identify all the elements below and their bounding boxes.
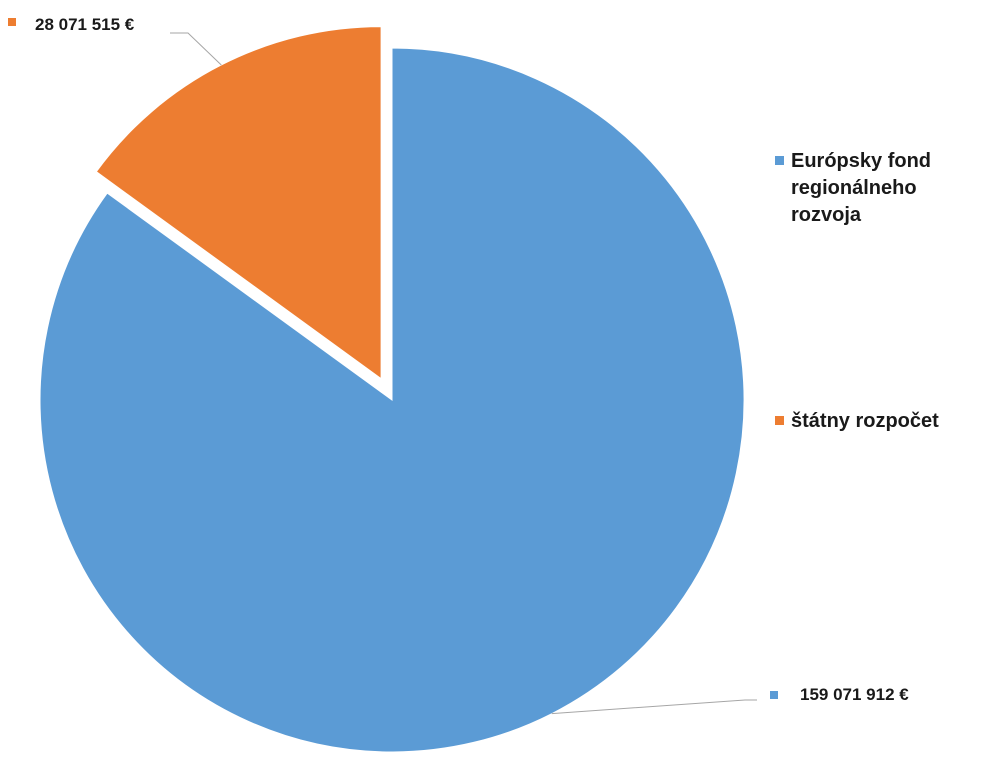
- leader-line-state-budget: [170, 32, 222, 66]
- legend-label-state-budget: štátny rozpočet: [791, 410, 939, 432]
- data-label-erdf: 159 071 912 €: [800, 685, 909, 704]
- legend-item-state-budget[interactable]: štátny rozpočet: [775, 408, 939, 435]
- data-label-marker-erdf: [770, 691, 778, 699]
- legend-swatch-erdf: [775, 156, 784, 165]
- legend-item-erdf[interactable]: Európsky fond regionálneho rozvoja: [775, 148, 975, 229]
- leader-lines: [170, 32, 757, 715]
- leader-line-erdf: [551, 699, 757, 715]
- data-labels: 159 071 912 € 28 071 515 €: [8, 15, 909, 704]
- pie-slice-erdf[interactable]: [39, 47, 745, 753]
- data-label-marker-state-budget: [8, 18, 16, 26]
- data-label-state-budget: 28 071 515 €: [35, 15, 135, 34]
- pie-slices: [39, 26, 745, 753]
- legend-label-erdf: Európsky fond regionálneho rozvoja: [791, 150, 932, 226]
- legend-swatch-state-budget: [775, 416, 784, 425]
